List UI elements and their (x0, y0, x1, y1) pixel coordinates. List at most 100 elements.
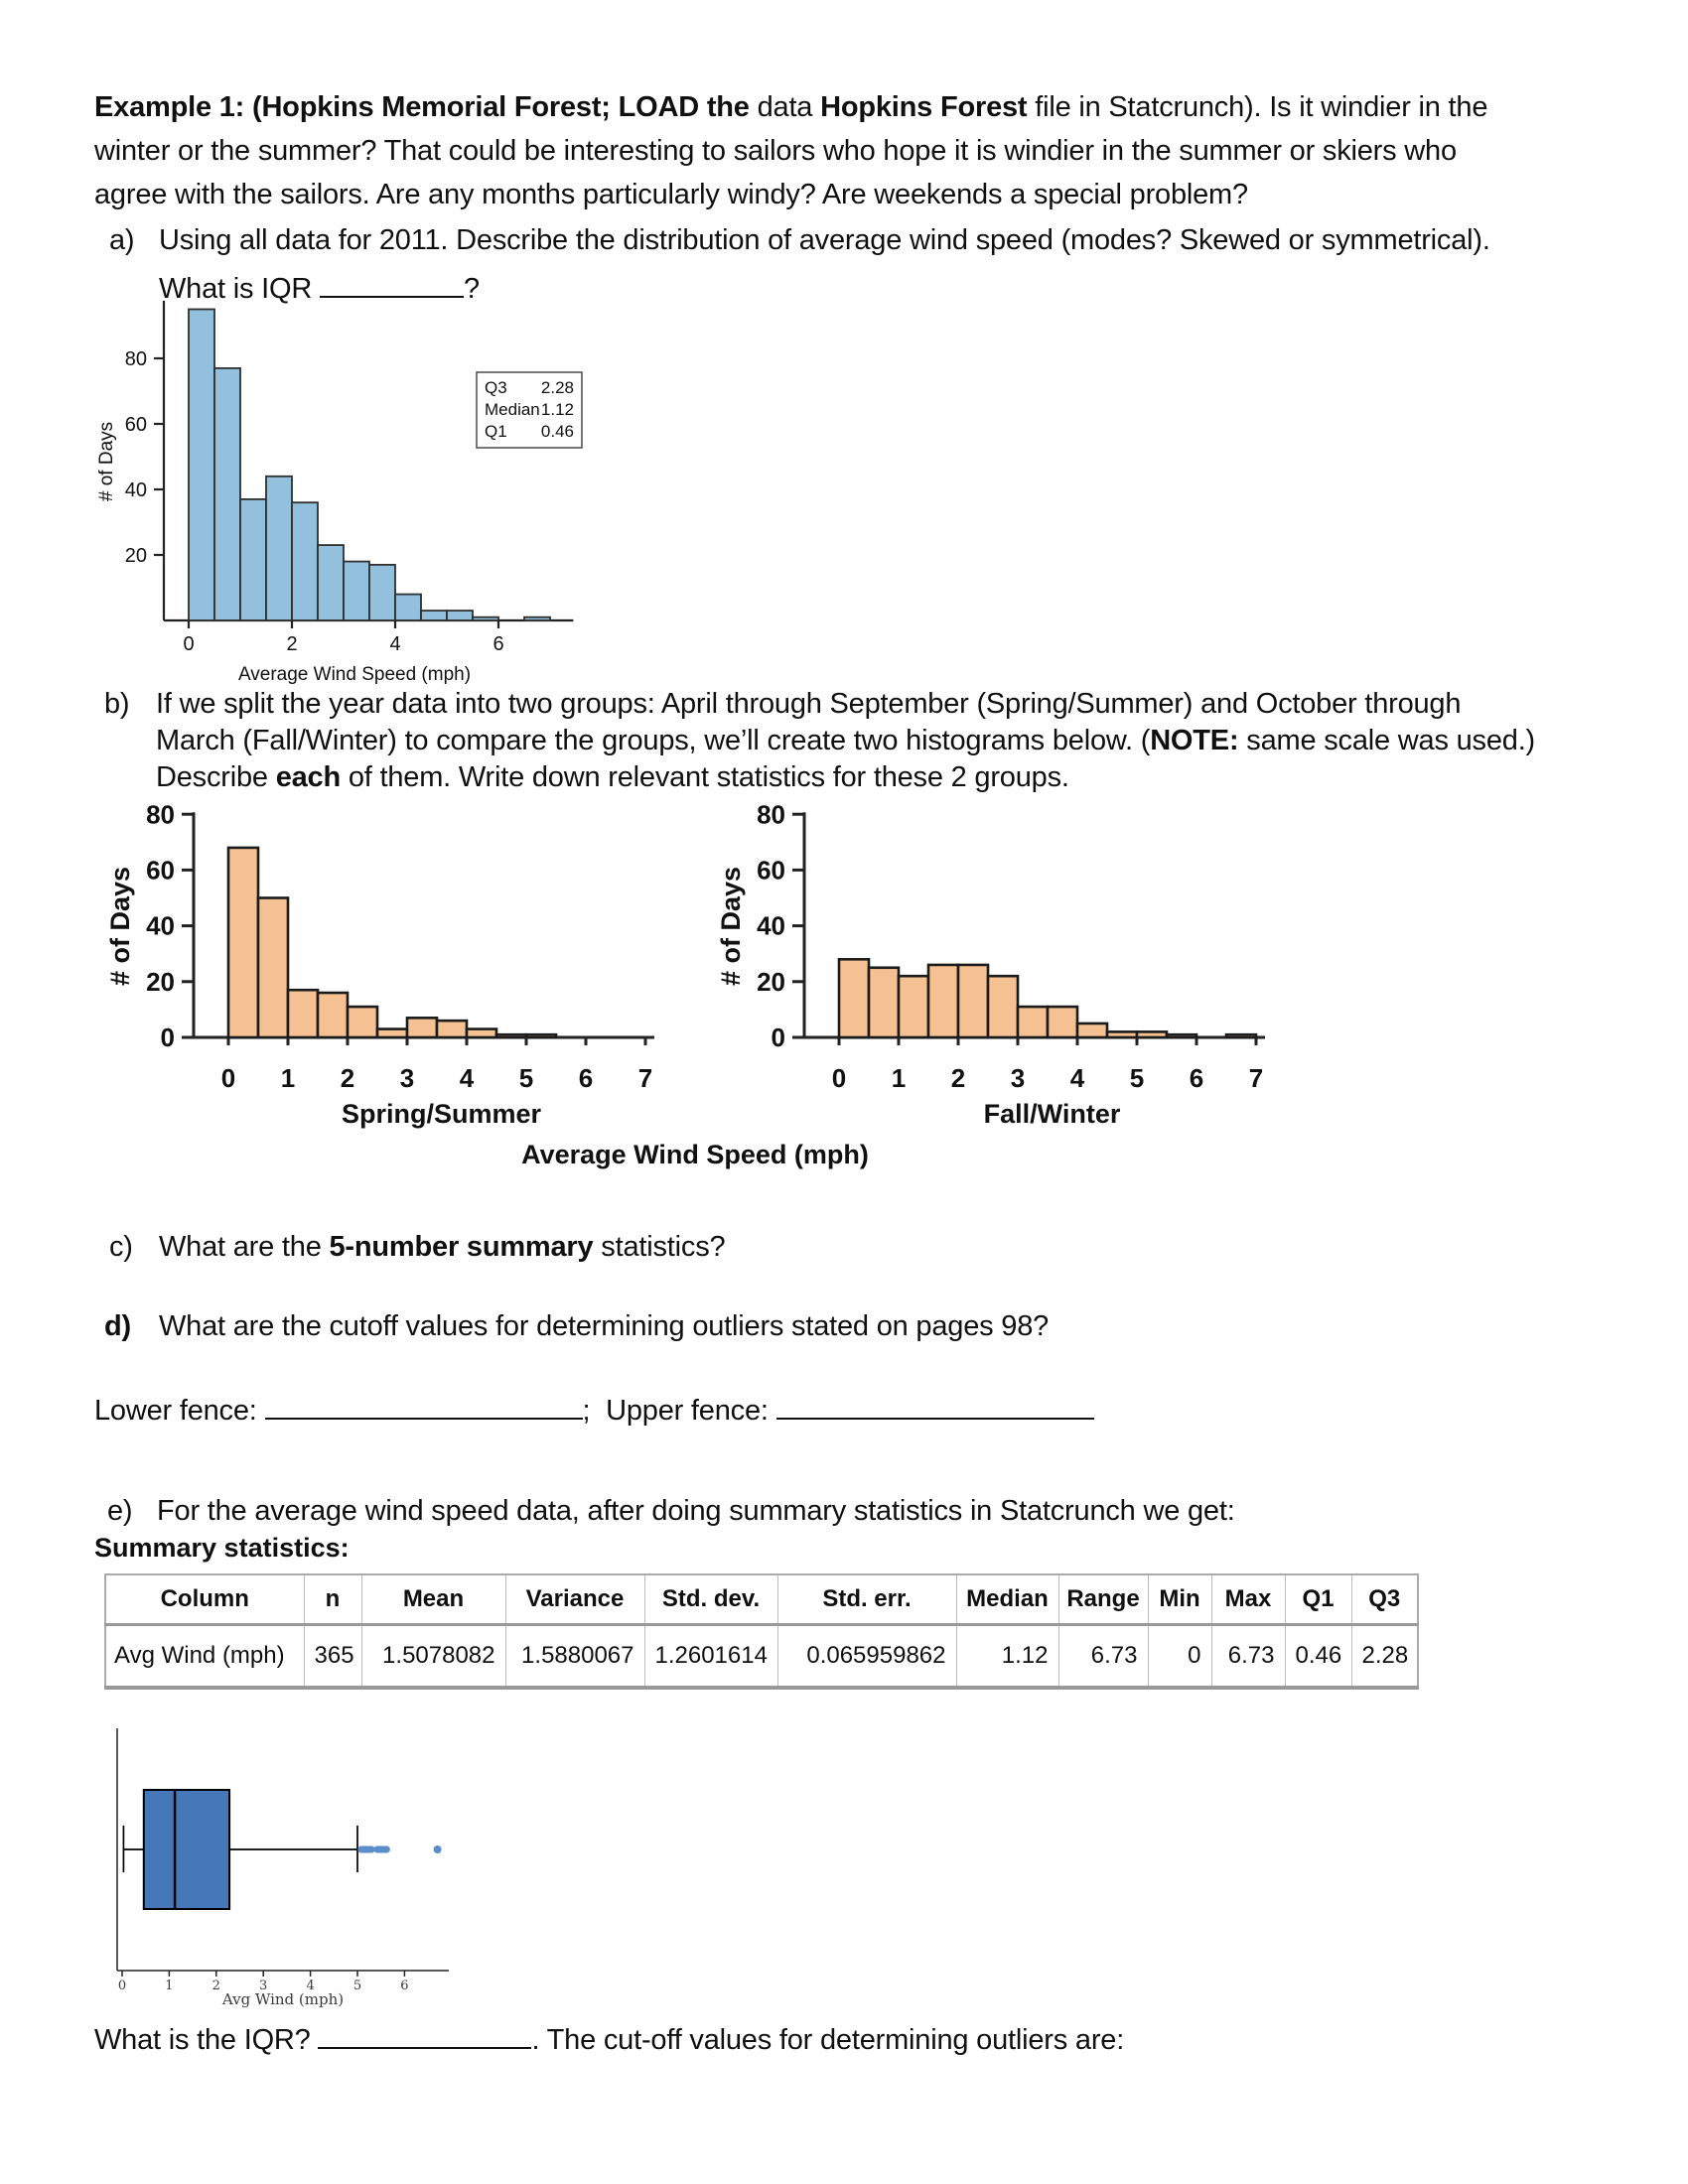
histogram-bar (926, 963, 960, 1039)
histogram-bar (375, 1027, 409, 1039)
histogram-bar (1224, 1032, 1258, 1039)
iqr-prompt: What is IQR (159, 273, 313, 305)
intro-line-3: agree with the sailors. Are any months p… (94, 179, 1248, 210)
summary-data-cell: 0.065959862 (776, 1624, 957, 1689)
y-tick-label: 60 (757, 856, 785, 886)
y-tick-label: 60 (146, 856, 175, 886)
lower-fence-blank (264, 1388, 583, 1420)
summary-data-cell: 1.5880067 (504, 1624, 645, 1689)
x-tick-label: 4 (306, 1979, 314, 1993)
fences-line: Lower fence: ; Upper fence: (94, 1388, 1094, 1428)
group-label: Spring/Summer (342, 1099, 542, 1129)
summary-data-cell: 6.73 (1057, 1624, 1149, 1689)
histogram-bar (446, 610, 474, 621)
item-b-run: same scale was used.) (1238, 725, 1536, 756)
item-c-label: c) (109, 1231, 133, 1263)
item-d: d) What are the cutoff values for determi… (104, 1310, 1049, 1343)
legend-stat-value: 0.46 (541, 422, 574, 441)
summary-col-header: Q3 (1350, 1573, 1419, 1626)
histogram-bar (394, 593, 422, 621)
histogram-bar (837, 958, 871, 1039)
summary-data-cell: 6.73 (1210, 1624, 1286, 1689)
histogram-bar (1016, 1005, 1050, 1039)
legend-stat-value: 1.12 (541, 400, 574, 419)
y-axis-label: # of Days (96, 422, 117, 501)
x-tick-label: 5 (519, 1063, 533, 1093)
x-tick-label: 7 (638, 1063, 652, 1093)
legend-stat-name: Q1 (485, 422, 507, 441)
y-tick-label: 80 (125, 348, 147, 370)
histogram-bar (494, 1032, 528, 1039)
histogram-bar (188, 308, 215, 621)
group-label: Fall/Winter (984, 1099, 1121, 1129)
intro-bold-filename: Hopkins Forest (820, 91, 1028, 123)
footer-rest: . The cut-off values for determining out… (531, 2024, 1125, 2056)
histogram-bar (239, 497, 267, 621)
histogram-bar (956, 963, 990, 1039)
item-d-text: What are the cutoff values for determini… (159, 1310, 1050, 1342)
y-tick-label: 80 (146, 799, 175, 829)
intro-run: data (749, 91, 821, 123)
summary-data-cell: 0.46 (1284, 1624, 1352, 1689)
y-tick-label: 40 (125, 479, 147, 501)
x-tick-label: 2 (286, 633, 297, 655)
histogram-bar (265, 475, 293, 621)
item-c-bold: 5-number summary (329, 1231, 594, 1263)
histogram-bar (346, 1005, 379, 1039)
upper-fence-label: Upper fence: (606, 1395, 769, 1427)
summary-data-cell: 1.2601614 (643, 1624, 778, 1689)
histogram-bar (1075, 1022, 1109, 1039)
legend-stat-value: 2.28 (541, 378, 574, 397)
histogram-bar (986, 974, 1020, 1039)
summary-col-header: Max (1210, 1573, 1286, 1626)
summary-col-header: Std. err. (776, 1573, 957, 1626)
histogram-bar (472, 615, 499, 621)
summary-col-header: Variance (504, 1573, 645, 1626)
x-tick-label: 6 (579, 1063, 593, 1093)
summary-col-header: Q1 (1284, 1573, 1352, 1626)
y-tick-label: 60 (125, 414, 147, 436)
x-tick-label: 3 (259, 1979, 267, 1993)
histogram-bar (405, 1017, 439, 1039)
x-tick-label: 5 (1130, 1063, 1144, 1093)
outlier-dot (433, 1845, 442, 1853)
item-e-label: e) (107, 1495, 133, 1527)
histogram-bar (1105, 1030, 1139, 1039)
x-axis-label: Average Wind Speed (mph) (238, 664, 471, 685)
histogram-bar (523, 615, 551, 621)
histogram-bar (343, 560, 370, 621)
histogram-bar (420, 610, 448, 621)
intro-bold-title: Example 1: (Hopkins Memorial Forest; LOA… (94, 91, 750, 123)
item-b-run: Describe (156, 761, 276, 793)
legend-stat-name: Median (485, 400, 540, 419)
upper-fence-blank (775, 1388, 1094, 1420)
item-a-text: Using all data for 2011. Describe the di… (159, 224, 1490, 256)
shared-x-axis-label: Average Wind Speed (mph) (521, 1140, 869, 1169)
x-tick-label: 2 (951, 1063, 965, 1093)
summary-data-cell: 0 (1147, 1624, 1212, 1689)
legend-stat-name: Q3 (485, 378, 507, 397)
histogram-bar (867, 966, 901, 1039)
summary-data-cell: 1.12 (955, 1624, 1059, 1689)
y-tick-label: 20 (125, 545, 147, 567)
x-tick-label: 1 (281, 1063, 295, 1093)
fence-semicolon: ; (582, 1395, 591, 1427)
item-a: a) Using all data for 2011. Describe the … (109, 224, 1490, 257)
item-c: c) What are the 5-number summary statisti… (109, 1231, 726, 1264)
histogram-bar (226, 846, 260, 1039)
histogram-bar (1135, 1030, 1169, 1039)
y-tick-label: 20 (146, 967, 175, 997)
histogram-fall-winter: 0 20 40 60 80 0 1 2 3 4 5 6 7 # of Days Fall/Winter (716, 799, 1265, 1129)
item-b-label: b) (104, 688, 130, 720)
item-b-note-bold: NOTE: (1150, 725, 1239, 756)
item-c-run: statistics? (593, 1231, 726, 1263)
y-tick-label: 0 (772, 1023, 785, 1052)
x-axis-label: Avg Wind (mph) (221, 1990, 344, 2008)
summary-col-header: Median (955, 1573, 1059, 1626)
x-tick-label: 0 (118, 1979, 126, 1993)
y-tick-label: 40 (146, 911, 175, 941)
x-tick-label: 6 (1190, 1063, 1203, 1093)
item-b-line-2: March (Fall/Winter) to compare the group… (156, 725, 1535, 757)
summary-col-header: Range (1057, 1573, 1149, 1626)
